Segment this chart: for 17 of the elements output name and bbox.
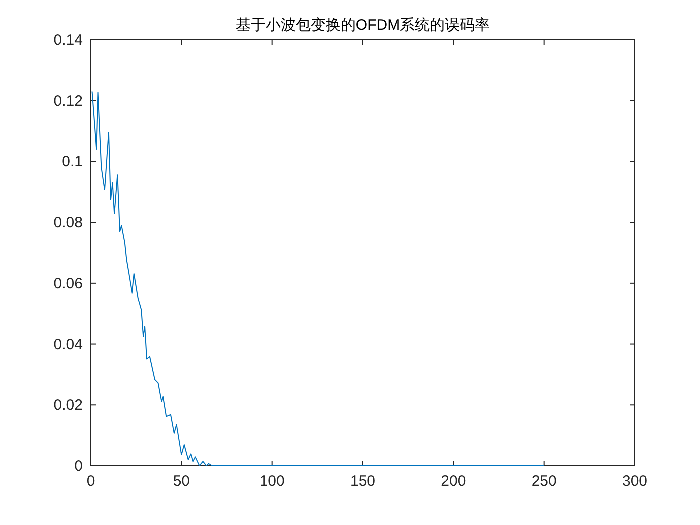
chart-title: 基于小波包变换的OFDM系统的误码率 bbox=[236, 17, 490, 34]
x-tick-label: 100 bbox=[260, 473, 285, 490]
y-tick-label: 0.08 bbox=[54, 214, 83, 232]
y-tick-label: 0.12 bbox=[54, 92, 83, 110]
x-tick-label: 150 bbox=[350, 473, 376, 490]
y-tick-label: 0.06 bbox=[54, 275, 83, 292]
y-tick-label: 0.14 bbox=[54, 32, 83, 49]
y-tick-label: 0 bbox=[74, 458, 83, 475]
line-series bbox=[92, 91, 545, 466]
y-tick-label: 0.02 bbox=[54, 397, 83, 414]
x-tick-label: 0 bbox=[86, 473, 96, 490]
y-tick-label: 0.04 bbox=[54, 336, 83, 354]
x-tick-label: 200 bbox=[441, 473, 466, 490]
x-tick-label: 300 bbox=[622, 473, 648, 490]
y-tick-label: 0.1 bbox=[62, 154, 83, 171]
x-tick-label: 250 bbox=[532, 473, 557, 490]
x-tick-label: 50 bbox=[173, 473, 190, 490]
